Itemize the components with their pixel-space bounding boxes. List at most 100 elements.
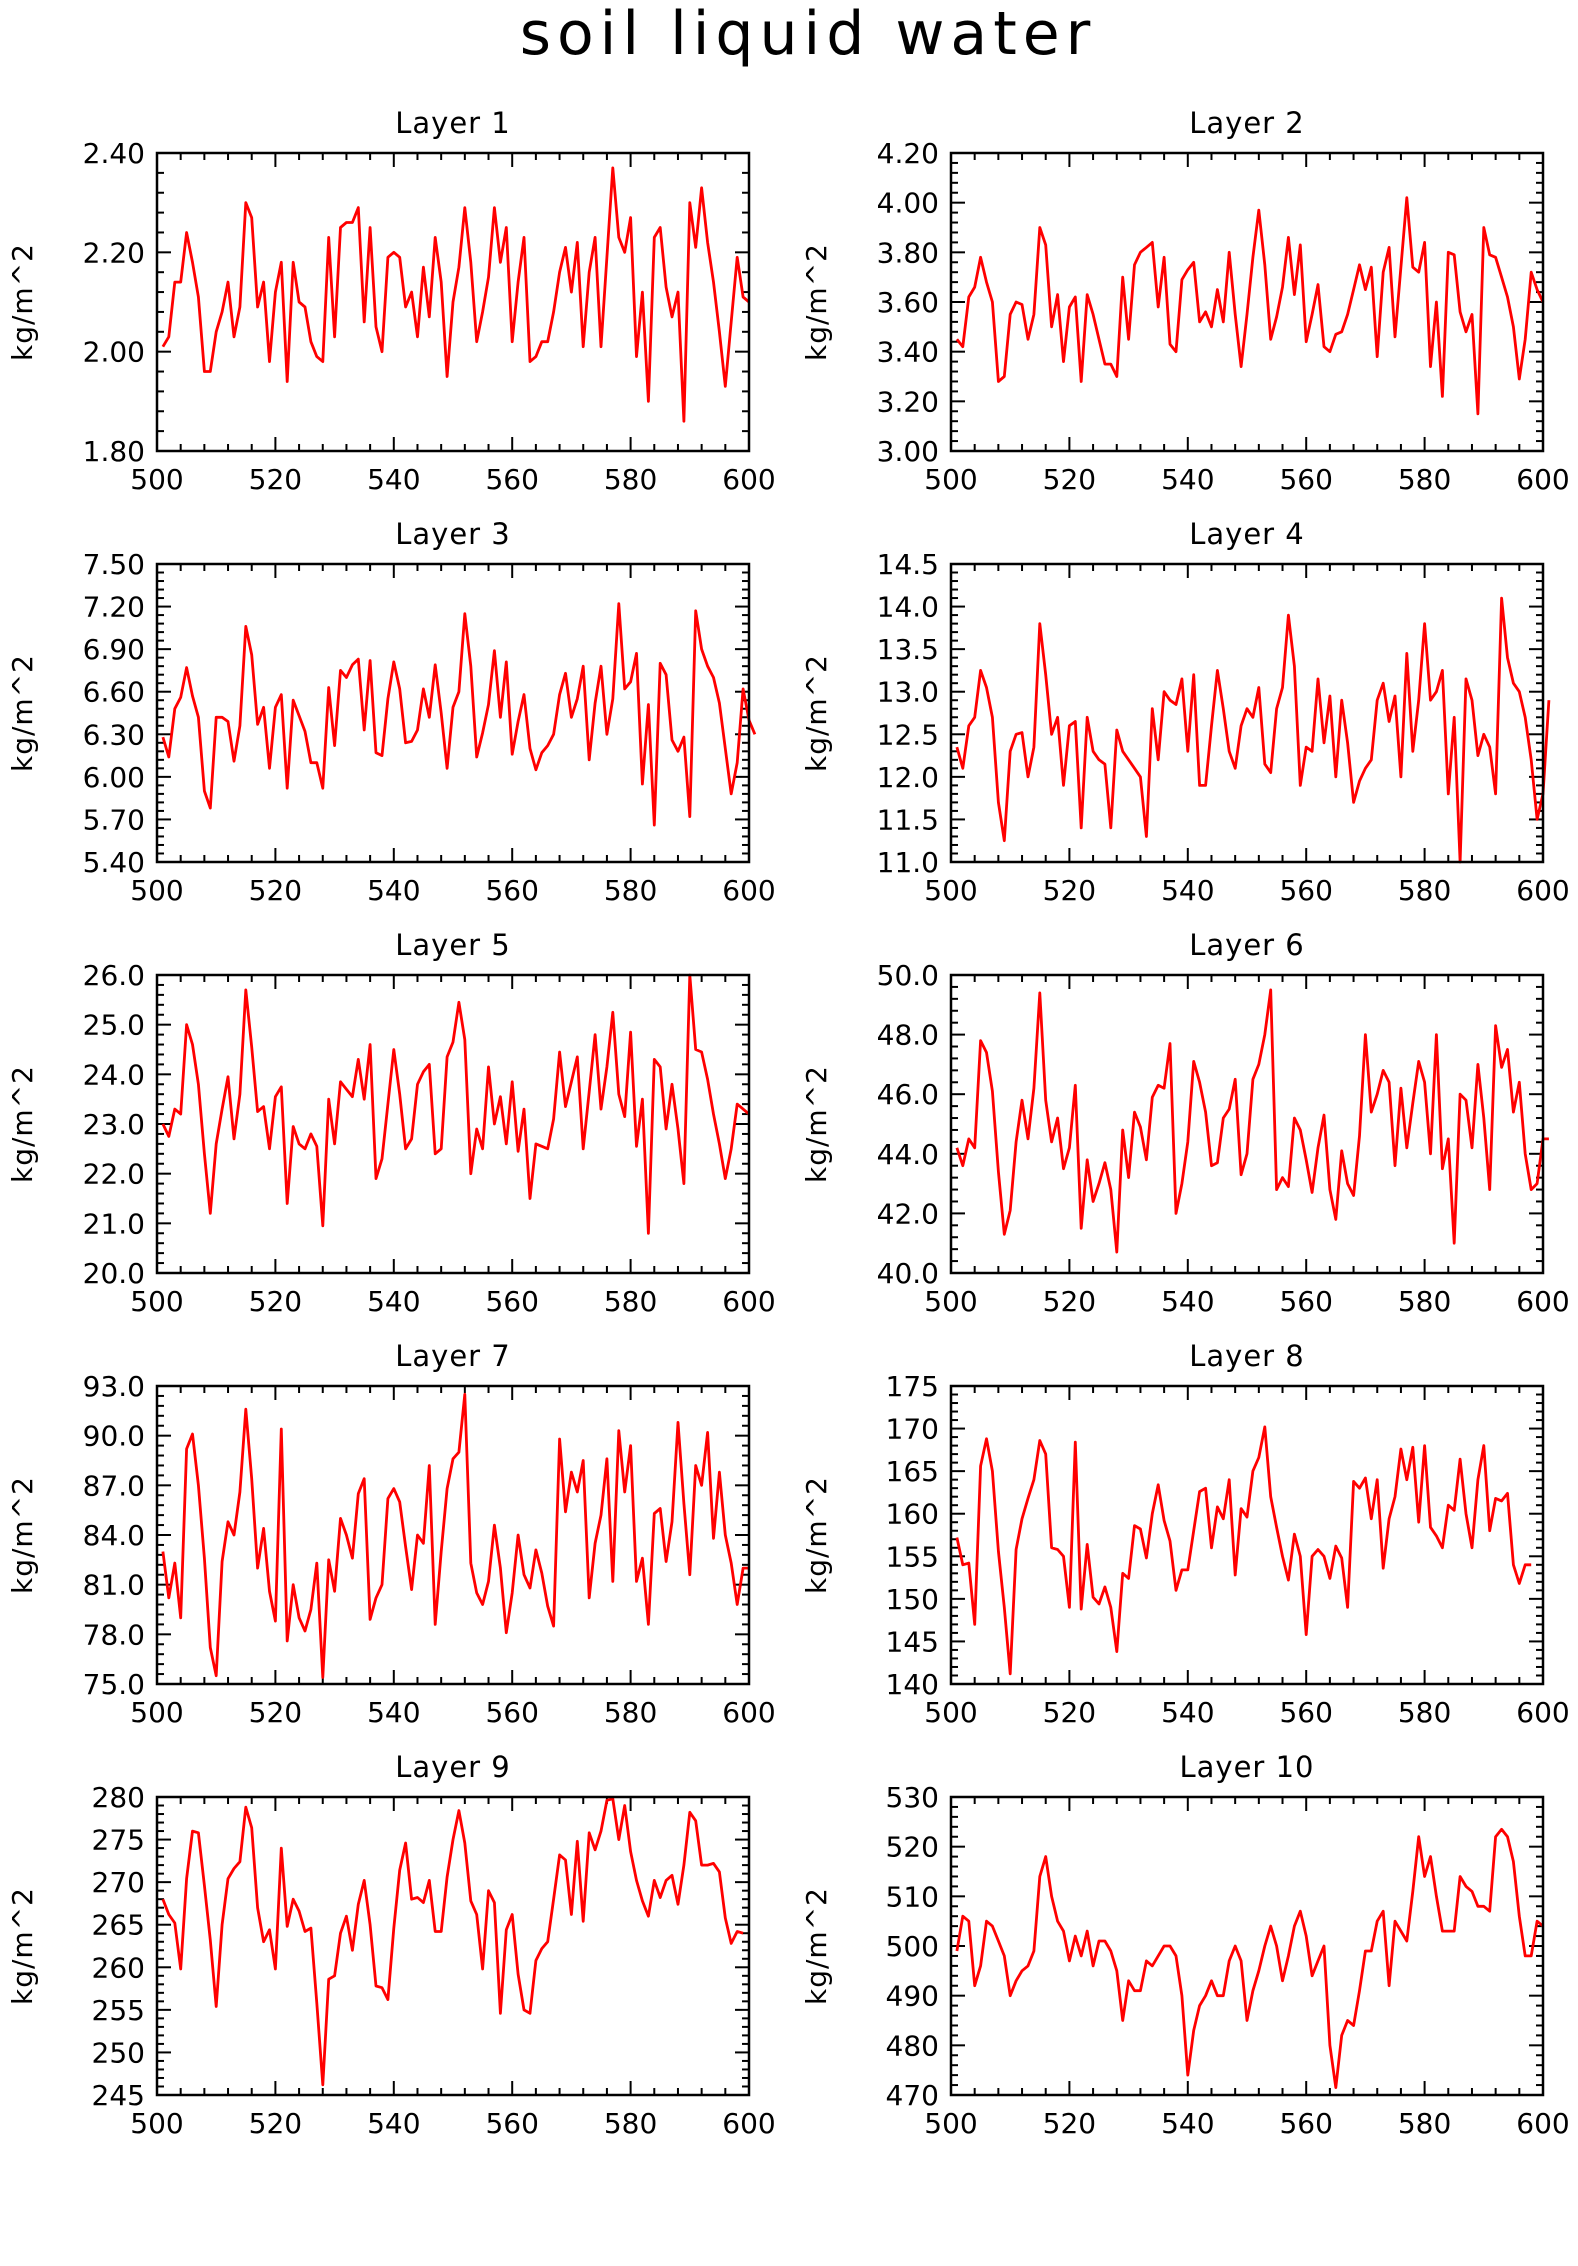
y-tick-label: 150 — [886, 1583, 939, 1616]
y-tick-label: 25.0 — [83, 1009, 145, 1042]
y-tick-label: 1.80 — [83, 435, 145, 468]
y-tick-label: 140 — [886, 1668, 939, 1701]
x-tick-label: 560 — [485, 463, 538, 496]
x-tick-label: 540 — [1161, 1696, 1214, 1729]
x-tick-label: 540 — [367, 874, 420, 907]
y-tick-label: 4.00 — [877, 187, 939, 220]
y-tick-label: 3.00 — [877, 435, 939, 468]
y-tick-label: 2.40 — [83, 137, 145, 170]
x-tick-label: 580 — [1398, 463, 1451, 496]
x-tick-label: 520 — [1043, 1285, 1096, 1318]
y-tick-label: 490 — [886, 1980, 939, 2013]
y-tick-label: 46.0 — [877, 1078, 939, 1111]
y-tick-label: 6.60 — [83, 676, 145, 709]
x-tick-label: 560 — [1279, 1696, 1332, 1729]
y-tick-label: 2.20 — [83, 236, 145, 269]
y-axis-label: kg/m^2 — [800, 1065, 833, 1183]
x-tick-label: 600 — [722, 1285, 775, 1318]
panel-title: Layer 1 — [395, 106, 511, 140]
x-tick-label: 580 — [1398, 2107, 1451, 2140]
panels: Layer 1 kg/m^2 500 520 540 560 580 600 1.80 2.00 2… — [6, 106, 1570, 2140]
y-tick-label: 6.90 — [83, 633, 145, 666]
y-tick-label: 6.00 — [83, 761, 145, 794]
x-tick-label: 500 — [924, 1285, 977, 1318]
x-tick-label: 600 — [1516, 874, 1569, 907]
y-tick-label: 5.70 — [83, 803, 145, 836]
x-tick-label: 500 — [924, 1696, 977, 1729]
x-tick-label: 600 — [722, 1696, 775, 1729]
series-line — [161, 166, 750, 423]
y-axis-label: kg/m^2 — [6, 1065, 39, 1183]
y-tick-label: 93.0 — [83, 1370, 145, 1403]
y-tick-label: 81.0 — [83, 1569, 145, 1602]
plot-frame — [155, 1795, 751, 2097]
y-tick-label: 13.5 — [877, 633, 939, 666]
x-tick-label: 580 — [604, 874, 657, 907]
x-tick-label: 500 — [130, 874, 183, 907]
y-tick-label: 12.0 — [877, 761, 939, 794]
series-line — [955, 988, 1549, 1254]
panel-title: Layer 8 — [1189, 1339, 1305, 1373]
series-line — [955, 1827, 1544, 2090]
plot-frame — [155, 1384, 751, 1686]
x-tick-label: 560 — [485, 874, 538, 907]
x-tick-label: 500 — [924, 463, 977, 496]
x-tick-label: 520 — [249, 1696, 302, 1729]
y-tick-label: 3.60 — [877, 286, 939, 319]
series-line — [955, 196, 1545, 416]
x-tick-label: 520 — [249, 2107, 302, 2140]
series-line — [161, 602, 757, 827]
plot-frame — [949, 1795, 1545, 2097]
y-tick-label: 530 — [886, 1781, 939, 1814]
panel-layer-7: Layer 7 kg/m^2 500 520 540 560 580 600 75.0 78.0 8… — [6, 1339, 776, 1729]
x-tick-label: 600 — [722, 463, 775, 496]
panel-title: Layer 2 — [1189, 106, 1305, 140]
x-tick-label: 500 — [924, 2107, 977, 2140]
y-tick-label: 7.20 — [83, 591, 145, 624]
y-tick-label: 87.0 — [83, 1469, 145, 1502]
x-tick-label: 520 — [1043, 463, 1096, 496]
x-tick-label: 500 — [130, 2107, 183, 2140]
x-tick-label: 540 — [367, 2107, 420, 2140]
panel-layer-2: Layer 2 kg/m^2 500 520 540 560 580 600 3.00 3.20 3… — [800, 106, 1570, 496]
x-tick-label: 540 — [1161, 2107, 1214, 2140]
x-tick-label: 600 — [722, 874, 775, 907]
x-tick-label: 520 — [1043, 2107, 1096, 2140]
y-tick-label: 145 — [886, 1625, 939, 1658]
x-tick-label: 540 — [367, 1285, 420, 1318]
y-tick-label: 3.20 — [877, 385, 939, 418]
panel-layer-6: Layer 6 kg/m^2 500 520 540 560 580 600 40.0 42.0 4… — [800, 928, 1570, 1318]
y-tick-label: 250 — [92, 2036, 145, 2069]
y-axis-label: kg/m^2 — [6, 1476, 39, 1594]
series-line — [161, 1392, 749, 1679]
panel-title: Layer 10 — [1180, 1750, 1315, 1784]
series-line — [161, 973, 750, 1235]
y-tick-label: 13.0 — [877, 676, 939, 709]
series-line — [955, 1425, 1532, 1676]
y-tick-label: 510 — [886, 1880, 939, 1913]
panel-title: Layer 5 — [395, 928, 511, 962]
x-tick-label: 560 — [485, 1285, 538, 1318]
panel-layer-9: Layer 9 kg/m^2 500 520 540 560 580 600 245 250 255… — [6, 1750, 776, 2140]
y-tick-label: 24.0 — [83, 1058, 145, 1091]
y-tick-label: 275 — [92, 1824, 145, 1857]
y-axis-label: kg/m^2 — [6, 243, 39, 361]
x-tick-label: 540 — [367, 463, 420, 496]
y-tick-label: 260 — [92, 1951, 145, 1984]
x-tick-label: 520 — [249, 463, 302, 496]
y-tick-label: 48.0 — [877, 1019, 939, 1052]
y-axis-label: kg/m^2 — [6, 1887, 39, 2005]
series-line — [955, 596, 1551, 864]
y-tick-label: 170 — [886, 1413, 939, 1446]
y-tick-label: 4.20 — [877, 137, 939, 170]
x-tick-label: 540 — [1161, 874, 1214, 907]
y-tick-label: 20.0 — [83, 1257, 145, 1290]
x-tick-label: 520 — [1043, 1696, 1096, 1729]
y-tick-label: 12.5 — [877, 718, 939, 751]
x-tick-label: 560 — [485, 2107, 538, 2140]
y-tick-label: 11.0 — [877, 846, 939, 879]
plot-frame — [155, 973, 751, 1275]
y-axis-label: kg/m^2 — [800, 1887, 833, 2005]
y-tick-label: 280 — [92, 1781, 145, 1814]
x-tick-label: 600 — [1516, 463, 1569, 496]
